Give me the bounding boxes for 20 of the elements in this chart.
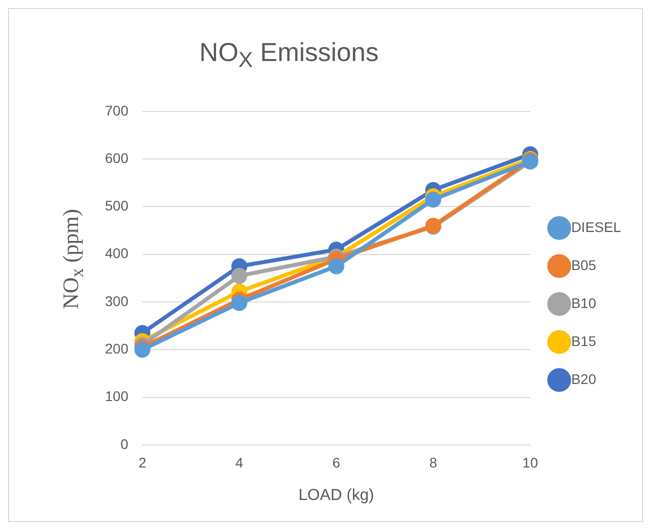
x-tick-label: 4 [235,454,244,470]
x-axis-title: LOAD (kg) [298,486,374,504]
chart-title: NO$_{X}$ Emissions [198,37,380,74]
y-tick-label: 300 [105,292,129,309]
y-tick-label: 200 [105,340,129,357]
y-tick-label: 700 [105,102,129,118]
x-tick-label: 8 [429,454,438,470]
y-tick-label: 100 [105,388,129,404]
legend-label: B10 [571,294,596,311]
x-tick-label: 6 [332,454,340,470]
legend-label: B05 [571,256,596,273]
legend-label: B20 [571,370,596,387]
y-tick-label: 400 [105,245,129,262]
legend-label: B15 [571,332,596,349]
y-tick-label: 600 [105,150,129,166]
x-tick-label: 2 [138,454,146,470]
y-tick-label: 0 [120,436,129,452]
x-tick-label: 10 [522,454,538,470]
y-tick-label: 500 [105,198,129,214]
legend-label: DIESEL [571,218,622,235]
